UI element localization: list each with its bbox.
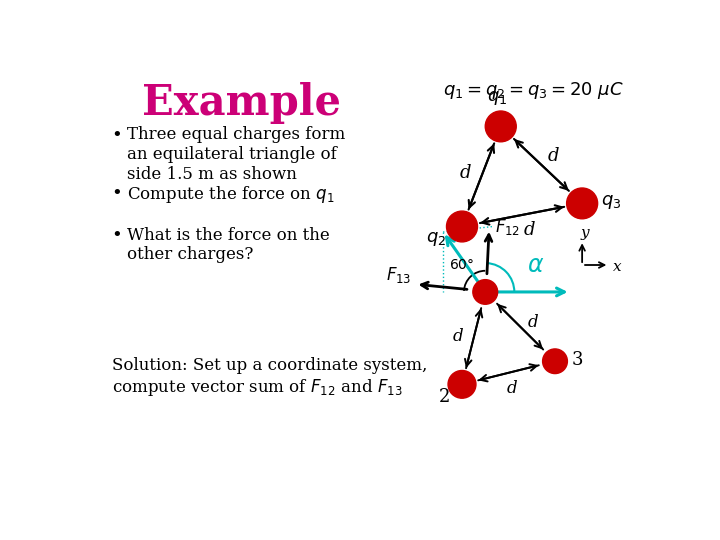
Text: 2: 2 <box>439 388 451 406</box>
Circle shape <box>473 280 498 304</box>
Text: $F_{12}$: $F_{12}$ <box>495 217 521 237</box>
Circle shape <box>448 370 476 398</box>
Text: $q_1$: $q_1$ <box>487 89 507 107</box>
Text: What is the force on the
other charges?: What is the force on the other charges? <box>127 226 330 263</box>
Text: •: • <box>112 184 122 202</box>
Text: x: x <box>613 260 622 274</box>
Text: d: d <box>460 164 472 181</box>
Text: •: • <box>112 226 122 245</box>
Text: 3: 3 <box>572 350 583 369</box>
Text: Solution: Set up a coordinate system,
compute vector sum of $F_{12}$ and $F_{13}: Solution: Set up a coordinate system, co… <box>112 357 427 399</box>
Text: y: y <box>581 226 590 240</box>
Text: $\alpha$: $\alpha$ <box>527 253 544 276</box>
Text: $F_{13}$: $F_{13}$ <box>386 265 412 285</box>
Text: Example: Example <box>142 82 341 124</box>
Text: d: d <box>453 328 464 345</box>
Text: d: d <box>527 314 538 331</box>
Text: d: d <box>547 147 559 165</box>
Text: Compute the force on $q_1$: Compute the force on $q_1$ <box>127 184 335 205</box>
Circle shape <box>485 111 516 142</box>
Text: $q_3$: $q_3$ <box>600 193 621 211</box>
Text: d: d <box>507 380 518 397</box>
Text: $60°$: $60°$ <box>449 258 474 272</box>
Circle shape <box>446 211 477 242</box>
Text: d: d <box>524 221 536 239</box>
Text: $q_1= q_2= q_3= 20\ \mu C$: $q_1= q_2= q_3= 20\ \mu C$ <box>443 80 624 101</box>
Circle shape <box>567 188 598 219</box>
Text: Three equal charges form
an equilateral triangle of
side 1.5 m as shown: Three equal charges form an equilateral … <box>127 126 346 183</box>
Text: $q_2$: $q_2$ <box>426 231 446 248</box>
Text: •: • <box>112 126 122 144</box>
Circle shape <box>543 349 567 374</box>
